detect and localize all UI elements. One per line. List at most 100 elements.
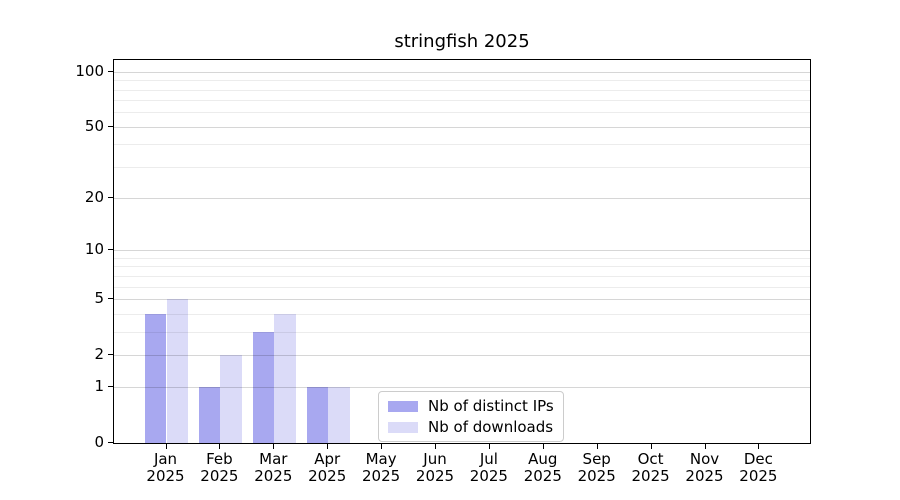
x-tick-mark-sep — [596, 444, 598, 449]
bar-nb-of-downloads-feb — [220, 354, 242, 443]
x-tick-month: May — [365, 450, 397, 468]
bar-nb-of-distinct-ips-apr — [306, 387, 329, 443]
x-tick-month: Aug — [528, 450, 558, 468]
legend-swatch-icon — [388, 400, 418, 412]
gridline-minor-90 — [114, 80, 810, 82]
x-tick-label-oct: Oct 2025 — [623, 451, 679, 485]
gridline-minor-6 — [114, 286, 810, 288]
x-tick-mark-apr — [327, 444, 329, 449]
x-tick-year: 2025 — [362, 467, 401, 485]
bar-nb-of-downloads-mar — [274, 313, 296, 443]
gridline-major-2 — [114, 354, 810, 356]
x-tick-year: 2025 — [308, 467, 347, 485]
bar-nb-of-distinct-ips-feb — [198, 387, 221, 443]
x-tick-month: Feb — [206, 450, 233, 468]
y-tick-label-1: 1 — [94, 377, 104, 396]
x-tick-year: 2025 — [631, 467, 670, 485]
x-tick-year: 2025 — [685, 467, 724, 485]
x-tick-month: Jun — [423, 450, 447, 468]
y-tick-mark-100 — [108, 70, 113, 72]
legend-label: Nb of downloads — [428, 418, 554, 436]
x-tick-month: Dec — [743, 450, 773, 468]
x-tick-year: 2025 — [469, 467, 508, 485]
x-tick-year: 2025 — [577, 467, 616, 485]
y-tick-label-0: 0 — [94, 433, 104, 451]
x-tick-year: 2025 — [415, 467, 455, 485]
x-tick-mark-dec — [758, 444, 760, 449]
chart-title: stringfish 2025 — [394, 31, 530, 52]
y-tick-mark-0 — [108, 442, 113, 443]
x-tick-mark-feb — [219, 444, 221, 449]
gridline-minor-8 — [114, 266, 810, 268]
x-tick-label-apr: Apr 2025 — [299, 451, 355, 485]
y-tick-mark-5 — [108, 297, 113, 299]
x-tick-mark-aug — [542, 444, 544, 449]
y-tick-mark-20 — [108, 197, 113, 199]
x-tick-label-jul: Jul 2025 — [461, 451, 517, 485]
x-tick-mark-oct — [650, 444, 652, 449]
x-tick-month: Apr — [314, 450, 341, 468]
x-tick-month: Jan — [153, 450, 178, 468]
y-tick-mark-2 — [108, 353, 113, 355]
bar-nb-of-downloads-jan — [166, 298, 189, 443]
legend-row: Nb of distinct IPs — [388, 398, 554, 414]
gridline-minor-3 — [114, 331, 810, 333]
gridline-minor-80 — [114, 89, 810, 91]
gridline-minor-7 — [114, 275, 810, 277]
gridline-minor-70 — [114, 100, 810, 102]
x-tick-mark-jun — [435, 444, 436, 449]
x-tick-label-jan: Jan 2025 — [138, 451, 194, 485]
legend: Nb of distinct IPs Nb of downloads — [378, 391, 564, 442]
y-tick-label-20: 20 — [84, 188, 104, 207]
x-tick-label-dec: Dec 2025 — [730, 451, 786, 485]
x-tick-year: 2025 — [146, 467, 185, 485]
legend-label: Nb of distinct IPs — [428, 397, 554, 415]
x-tick-label-sep: Sep 2025 — [569, 451, 625, 485]
x-tick-month: Jul — [479, 450, 498, 468]
x-tick-mark-mar — [273, 444, 275, 449]
x-tick-month: Nov — [689, 450, 720, 468]
x-tick-month: Sep — [582, 450, 611, 468]
gridline-major-20 — [114, 198, 810, 200]
x-tick-label-may: May 2025 — [353, 451, 409, 485]
gridline-minor-60 — [114, 112, 810, 114]
y-tick-label-2: 2 — [94, 344, 104, 363]
y-tick-mark-10 — [108, 249, 113, 251]
gridline-minor-4 — [114, 313, 810, 315]
x-tick-month: Oct — [637, 450, 664, 468]
gridline-major-50 — [114, 126, 810, 128]
x-tick-label-nov: Nov 2025 — [677, 451, 733, 485]
y-tick-label-50: 50 — [84, 116, 104, 135]
y-tick-label-100: 100 — [75, 61, 104, 80]
x-tick-label-mar: Mar 2025 — [245, 451, 301, 485]
y-tick-label-10: 10 — [84, 240, 104, 259]
x-tick-mark-jan — [165, 444, 167, 449]
gridline-minor-30 — [114, 166, 810, 168]
y-tick-mark-50 — [108, 125, 113, 127]
x-tick-year: 2025 — [739, 467, 778, 485]
x-tick-year: 2025 — [200, 467, 239, 485]
x-tick-mark-nov — [704, 444, 706, 449]
gridline-minor-40 — [114, 144, 810, 146]
legend-row: Nb of downloads — [388, 419, 554, 435]
legend-swatch-icon — [388, 421, 418, 433]
plot-area — [113, 59, 811, 444]
x-tick-mark-may — [381, 444, 383, 449]
y-tick-label-5: 5 — [94, 288, 104, 307]
x-tick-mark-jul — [488, 444, 490, 449]
x-tick-label-aug: Aug 2025 — [515, 451, 571, 485]
x-tick-year: 2025 — [254, 467, 293, 485]
gridline-minor-9 — [114, 257, 810, 259]
bar-nb-of-distinct-ips-mar — [252, 331, 275, 443]
gridline-major-100 — [114, 71, 810, 73]
gridline-major-1 — [114, 387, 810, 389]
bar-nb-of-downloads-apr — [328, 387, 350, 443]
x-tick-month: Mar — [259, 450, 288, 468]
gridline-major-5 — [114, 298, 810, 300]
x-tick-label-feb: Feb 2025 — [191, 451, 247, 485]
y-tick-mark-1 — [108, 386, 113, 388]
gridline-major-10 — [114, 250, 810, 252]
bar-nb-of-distinct-ips-jan — [144, 313, 167, 443]
x-tick-label-jun: Jun 2025 — [407, 451, 463, 485]
